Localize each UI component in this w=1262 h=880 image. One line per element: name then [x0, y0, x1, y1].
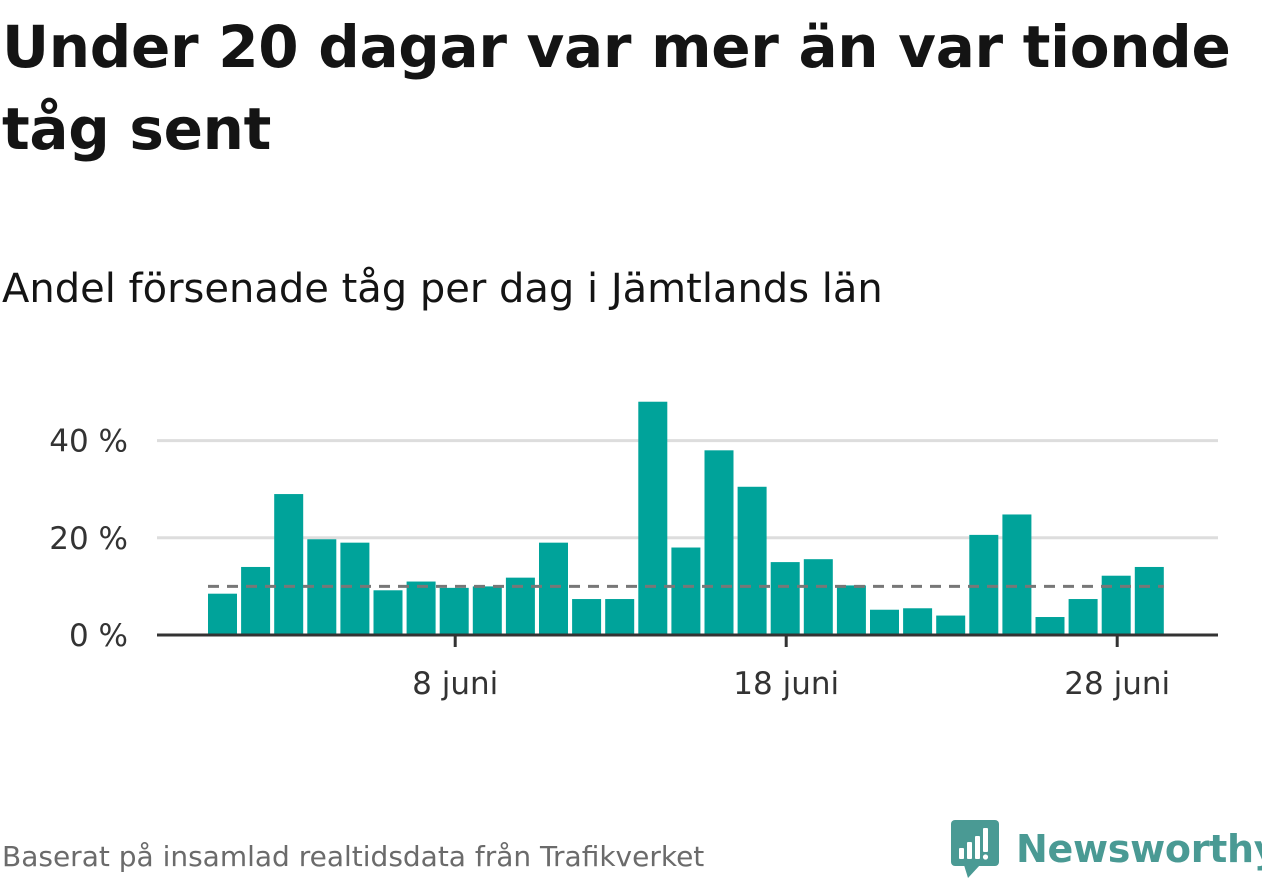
chart-title: Under 20 dagar var mer än var tionde tåg… [2, 13, 1231, 163]
bar [737, 486, 767, 635]
bar [439, 587, 469, 635]
bar [1068, 599, 1098, 635]
bar [770, 562, 800, 635]
bar [1134, 566, 1164, 635]
bar [373, 590, 403, 635]
brand-logo: Newsworthy [950, 818, 1262, 880]
chart-subtitle: Andel försenade tåg per dag i Jämtlands … [2, 266, 883, 312]
bar [572, 599, 602, 635]
bar [1101, 575, 1131, 635]
bar [836, 585, 866, 635]
y-tick-label: 20 % [49, 521, 128, 557]
x-tick-label: 28 juni [1064, 666, 1170, 702]
bar [704, 450, 734, 635]
bar [903, 608, 933, 635]
bar [208, 593, 237, 635]
bar [406, 581, 436, 635]
bar [340, 542, 370, 635]
x-tick-label: 18 juni [733, 666, 839, 702]
bar [539, 542, 568, 635]
bar [870, 609, 899, 635]
bar-chart: 0 % 20 % 40 % 8 juni 18 juni 28 juni [49, 401, 1218, 702]
y-tick-label: 0 % [69, 618, 128, 654]
x-tick-label: 8 juni [412, 666, 498, 702]
bar [241, 566, 271, 635]
bar [936, 615, 966, 635]
bar [671, 547, 701, 635]
grid-lines [157, 439, 1218, 540]
bar [472, 586, 502, 635]
brand-name: Newsworthy [1016, 827, 1262, 871]
tick-labels: 0 % 20 % 40 % 8 juni 18 juni 28 juni [49, 424, 1170, 702]
bar [1035, 617, 1065, 635]
source-note: Baserat på insamlad realtidsdata från Tr… [2, 840, 705, 873]
bar [274, 494, 304, 635]
bar [605, 599, 635, 635]
newsworthy-logo-icon [951, 820, 999, 878]
bar [1002, 514, 1032, 635]
bars [208, 401, 1164, 635]
axes [157, 633, 1218, 647]
bar [803, 559, 833, 635]
y-tick-label: 40 % [49, 424, 128, 460]
bar [638, 401, 668, 635]
